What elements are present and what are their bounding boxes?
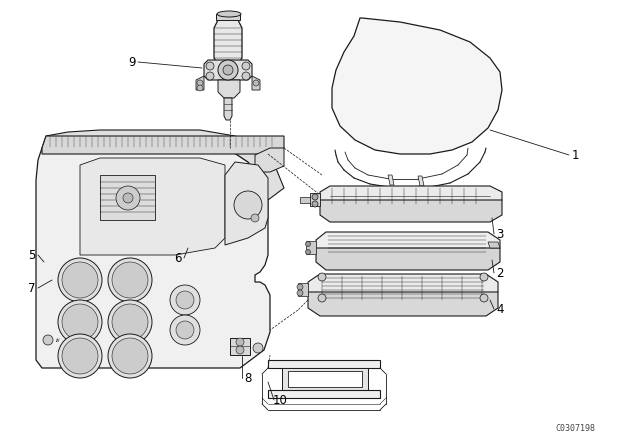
Circle shape (58, 300, 102, 344)
Polygon shape (224, 98, 232, 120)
Circle shape (112, 262, 148, 298)
Text: 3: 3 (496, 228, 504, 241)
Circle shape (58, 258, 102, 302)
Polygon shape (418, 176, 424, 186)
Circle shape (312, 201, 318, 207)
Circle shape (223, 65, 233, 75)
Polygon shape (196, 76, 204, 90)
Polygon shape (225, 162, 268, 245)
Polygon shape (308, 274, 498, 300)
Text: 7: 7 (28, 281, 36, 294)
Circle shape (312, 194, 318, 200)
Polygon shape (80, 158, 225, 255)
Circle shape (197, 85, 203, 91)
Circle shape (112, 338, 148, 374)
Circle shape (197, 80, 203, 86)
Polygon shape (36, 145, 270, 368)
Text: 9: 9 (128, 56, 136, 69)
Circle shape (305, 241, 310, 246)
Circle shape (112, 304, 148, 340)
Polygon shape (268, 390, 380, 398)
Polygon shape (308, 292, 498, 316)
Polygon shape (100, 175, 155, 220)
Text: 4: 4 (496, 302, 504, 315)
Ellipse shape (217, 11, 241, 17)
Polygon shape (320, 186, 502, 207)
Circle shape (108, 300, 152, 344)
Circle shape (297, 290, 303, 296)
Circle shape (43, 335, 53, 345)
Polygon shape (388, 175, 394, 185)
Text: C0307198: C0307198 (555, 423, 595, 432)
Polygon shape (288, 371, 362, 387)
Circle shape (206, 62, 214, 70)
Circle shape (176, 321, 194, 339)
Polygon shape (306, 241, 316, 254)
Polygon shape (320, 200, 502, 222)
Circle shape (242, 62, 250, 70)
Circle shape (236, 346, 244, 354)
Circle shape (123, 193, 133, 203)
Polygon shape (252, 76, 260, 90)
Circle shape (236, 338, 244, 346)
Circle shape (253, 343, 263, 353)
Polygon shape (230, 338, 250, 355)
Circle shape (170, 315, 200, 345)
Text: 2: 2 (496, 267, 504, 280)
Circle shape (318, 294, 326, 302)
Polygon shape (255, 148, 284, 172)
Circle shape (318, 273, 326, 281)
Polygon shape (332, 18, 502, 154)
Text: iii: iii (56, 337, 61, 343)
Text: 5: 5 (28, 249, 36, 262)
Text: 8: 8 (244, 371, 252, 384)
Circle shape (58, 334, 102, 378)
Polygon shape (488, 242, 500, 248)
Polygon shape (300, 197, 310, 203)
Polygon shape (214, 20, 242, 64)
Text: 10: 10 (273, 393, 287, 406)
Polygon shape (218, 80, 240, 98)
Circle shape (108, 258, 152, 302)
Polygon shape (316, 232, 500, 256)
Circle shape (62, 338, 98, 374)
Polygon shape (310, 193, 320, 206)
Polygon shape (298, 283, 308, 296)
Circle shape (297, 284, 303, 290)
Polygon shape (316, 248, 500, 270)
Circle shape (170, 285, 200, 315)
Circle shape (108, 334, 152, 378)
Polygon shape (216, 14, 240, 20)
Circle shape (206, 72, 214, 80)
Circle shape (234, 191, 262, 219)
Circle shape (251, 214, 259, 222)
Polygon shape (42, 130, 284, 200)
Polygon shape (282, 368, 368, 390)
Circle shape (480, 273, 488, 281)
Polygon shape (268, 360, 380, 368)
Circle shape (176, 291, 194, 309)
Circle shape (62, 262, 98, 298)
Text: 6: 6 (174, 251, 182, 264)
Circle shape (218, 60, 238, 80)
Text: 1: 1 (572, 148, 579, 161)
Circle shape (242, 72, 250, 80)
Polygon shape (42, 136, 284, 154)
Circle shape (62, 304, 98, 340)
Circle shape (480, 294, 488, 302)
Circle shape (305, 250, 310, 254)
Circle shape (116, 186, 140, 210)
Polygon shape (204, 60, 252, 80)
Circle shape (253, 80, 259, 86)
